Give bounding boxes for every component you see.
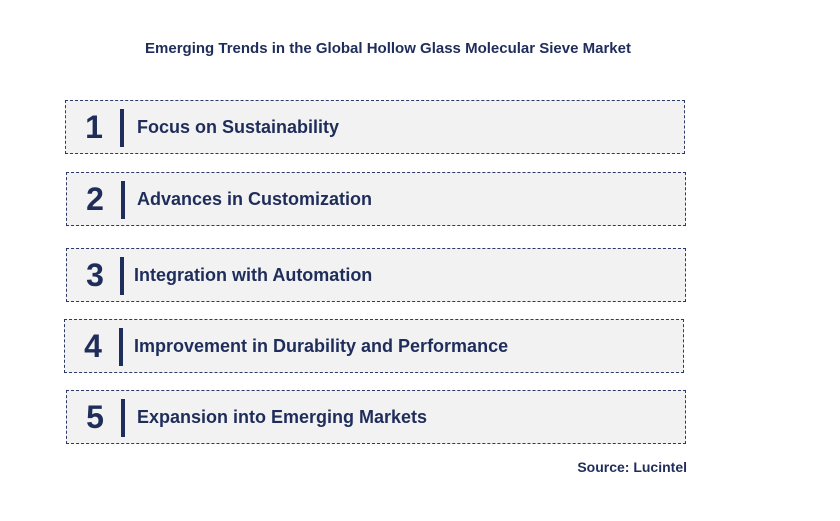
trend-number: 5 [86,398,104,435]
trend-item-1: 1 Focus on Sustainability [65,100,685,154]
trend-label: Integration with Automation [134,264,373,285]
trend-divider [121,399,125,437]
trend-divider [120,257,124,295]
trend-label: Advances in Customization [137,188,373,209]
trend-label: Focus on Sustainability [137,116,340,137]
trend-divider [121,181,125,219]
trend-label: Expansion into Emerging Markets [137,406,428,427]
trend-item-3: 3 Integration with Automation [66,248,686,302]
trend-number: 2 [86,180,104,217]
trend-item-2: 2 Advances in Customization [66,172,686,226]
diagram-title: Emerging Trends in the Global Hollow Gla… [145,40,631,57]
trend-number: 1 [85,108,103,145]
trend-divider [120,109,124,147]
trend-divider [119,328,123,366]
trend-label: Improvement in Durability and Performanc… [134,335,509,356]
trend-number: 3 [86,256,104,293]
source-note: Source: Lucintel [577,459,687,475]
trend-item-5: 5 Expansion into Emerging Markets [66,390,686,444]
trend-item-4: 4 Improvement in Durability and Performa… [64,319,684,373]
trend-number: 4 [84,327,102,364]
